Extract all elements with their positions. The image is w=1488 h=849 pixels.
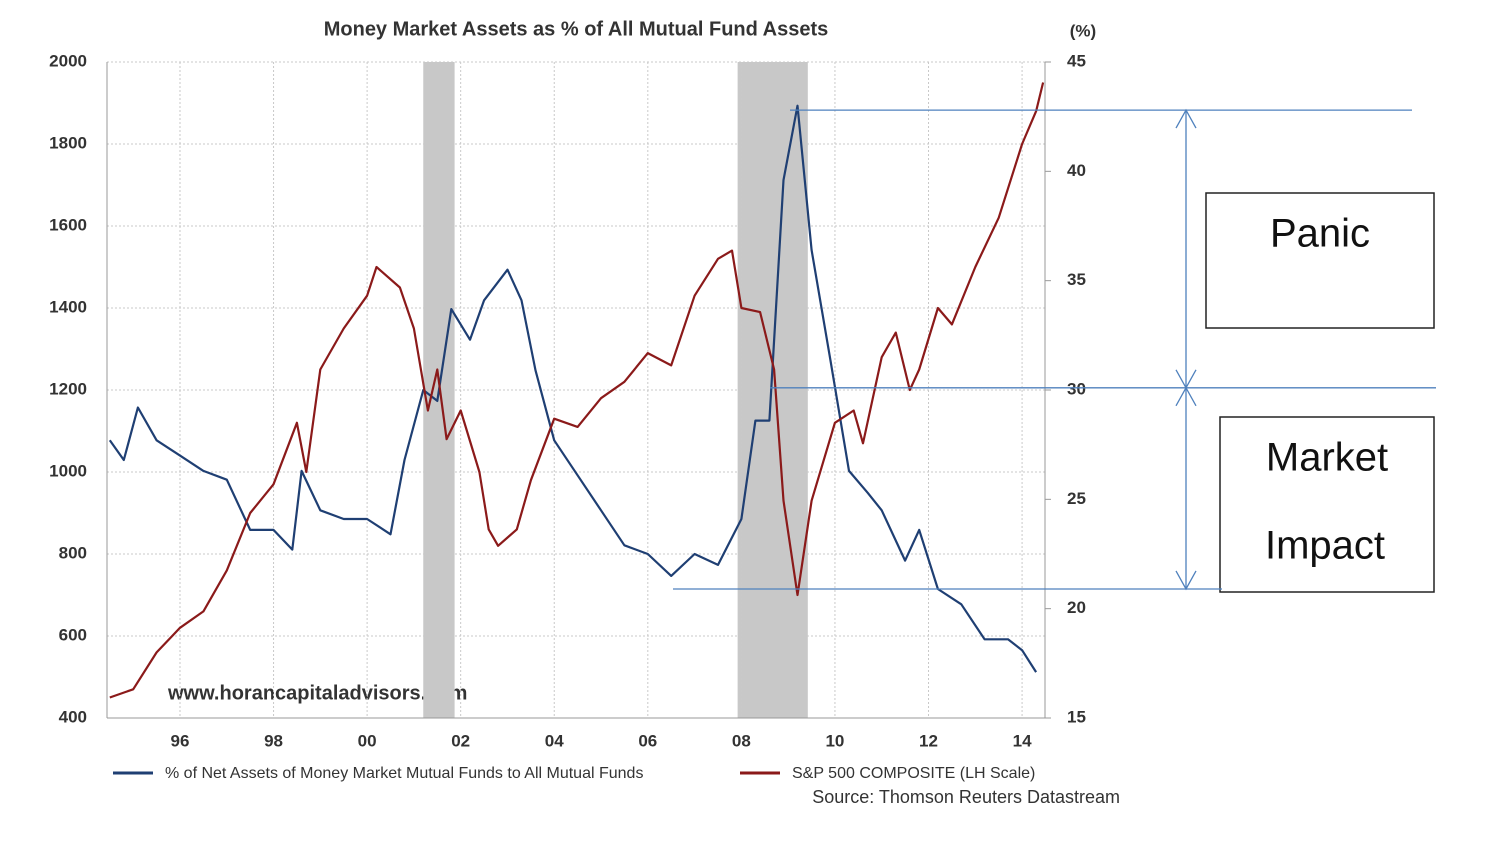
y2-tick-label: 30	[1067, 379, 1086, 398]
y2-tick-label: 20	[1067, 598, 1086, 617]
series-line	[108, 104, 1038, 673]
annotation-text: Impact	[1265, 524, 1385, 568]
x-tick-label: 02	[451, 731, 470, 750]
y2-axis-label: (%)	[1070, 21, 1096, 40]
legend-label: % of Net Assets of Money Market Mutual F…	[165, 765, 643, 782]
plot-layer	[107, 61, 1045, 719]
watermark: www.horancapitaladvisors.com	[167, 682, 467, 704]
y-tick-label: 600	[59, 625, 87, 644]
y-tick-label: 1400	[49, 297, 87, 316]
y-tick-label: 1800	[49, 133, 87, 152]
legend-label: S&P 500 COMPOSITE (LH Scale)	[792, 765, 1035, 782]
y-tick-label: 1600	[49, 215, 87, 234]
x-tick-label: 14	[1013, 731, 1032, 750]
x-tick-label: 04	[545, 731, 564, 750]
x-tick-label: 00	[358, 731, 377, 750]
annotation-text: Market	[1266, 436, 1388, 480]
series-line	[109, 82, 1045, 699]
x-tick-label: 10	[825, 731, 844, 750]
x-tick-label: 96	[171, 731, 190, 750]
y-tick-label: 1000	[49, 461, 87, 480]
annotation-box	[1219, 416, 1435, 593]
y2-tick-label: 35	[1067, 270, 1086, 289]
chart-title: Money Market Assets as % of All Mutual F…	[324, 18, 829, 40]
y-tick-label: 2000	[49, 51, 87, 70]
y2-tick-label: 25	[1067, 489, 1086, 508]
arrow-head	[1175, 386, 1197, 591]
y2-tick-label: 40	[1067, 161, 1086, 180]
x-tick-label: 06	[638, 731, 657, 750]
annotation-text: Panic	[1270, 212, 1370, 256]
source: Source: Thomson Reuters Datastream	[812, 787, 1120, 807]
y2-tick-label: 15	[1067, 707, 1086, 726]
x-tick-label: 12	[919, 731, 938, 750]
y-tick-label: 800	[59, 543, 87, 562]
x-tick-label: 98	[264, 731, 283, 750]
y-tick-label: 400	[59, 707, 87, 726]
y-tick-label: 1200	[49, 379, 87, 398]
x-tick-label: 08	[732, 731, 751, 750]
y2-tick-label: 45	[1067, 51, 1086, 70]
annotation-box	[1205, 192, 1435, 329]
